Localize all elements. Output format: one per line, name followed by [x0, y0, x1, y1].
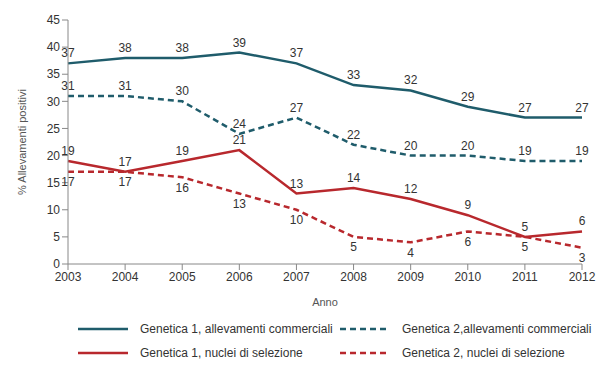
- svg-text:3: 3: [579, 251, 586, 265]
- svg-text:10: 10: [290, 213, 304, 227]
- svg-text:20: 20: [404, 139, 418, 153]
- svg-text:5: 5: [522, 220, 529, 234]
- svg-text:2010: 2010: [454, 270, 481, 284]
- svg-text:20: 20: [47, 149, 61, 163]
- svg-text:20: 20: [461, 139, 475, 153]
- svg-text:9: 9: [464, 198, 471, 212]
- svg-text:45: 45: [47, 13, 61, 27]
- svg-text:19: 19: [176, 144, 190, 158]
- html-text:Genetica 1, nuclei di selezion: Genetica 1, nuclei di selezione: [140, 346, 303, 360]
- svg-text:17: 17: [61, 175, 75, 189]
- html-text:Genetica 2, nuclei di selezion: Genetica 2, nuclei di selezione: [402, 346, 565, 360]
- svg-text:31: 31: [118, 79, 132, 93]
- svg-text:22: 22: [347, 128, 361, 142]
- svg-text:5: 5: [350, 240, 357, 254]
- svg-text:19: 19: [61, 144, 75, 158]
- svg-text:37: 37: [61, 46, 75, 60]
- svg-text:27: 27: [518, 101, 532, 115]
- svg-text:31: 31: [61, 79, 75, 93]
- svg-text:15: 15: [47, 176, 61, 190]
- svg-text:2011: 2011: [512, 270, 538, 284]
- svg-text:40: 40: [47, 40, 61, 54]
- svg-text:14: 14: [347, 171, 361, 185]
- svg-text:0: 0: [53, 257, 60, 271]
- svg-text:17: 17: [118, 155, 132, 169]
- svg-text:2007: 2007: [283, 270, 310, 284]
- svg-text:5: 5: [522, 240, 529, 254]
- svg-text:2003: 2003: [55, 270, 82, 284]
- svg-text:30: 30: [176, 84, 190, 98]
- svg-text:6: 6: [464, 235, 471, 249]
- svg-text:2005: 2005: [169, 270, 196, 284]
- html-text:Genetica 2,allevamenti commerc: Genetica 2,allevamenti commerciali: [402, 322, 592, 336]
- svg-text:4: 4: [407, 246, 414, 260]
- svg-text:Anno: Anno: [312, 296, 338, 308]
- svg-text:39: 39: [233, 36, 247, 50]
- svg-text:17: 17: [118, 175, 132, 189]
- svg-text:% Allevamenti positivi: % Allevamenti positivi: [16, 89, 28, 195]
- svg-text:24: 24: [233, 117, 247, 131]
- svg-text:38: 38: [118, 41, 132, 55]
- svg-text:33: 33: [347, 68, 361, 82]
- svg-text:2006: 2006: [226, 270, 253, 284]
- svg-text:2008: 2008: [340, 270, 367, 284]
- svg-text:2012: 2012: [569, 270, 596, 284]
- svg-text:32: 32: [404, 73, 418, 87]
- svg-text:12: 12: [404, 182, 418, 196]
- svg-text:25: 25: [47, 122, 61, 136]
- svg-text:2004: 2004: [112, 270, 139, 284]
- svg-text:19: 19: [518, 144, 532, 158]
- svg-text:16: 16: [176, 181, 190, 195]
- svg-text:27: 27: [290, 101, 304, 115]
- svg-text:35: 35: [47, 67, 61, 81]
- svg-text:19: 19: [575, 144, 589, 158]
- svg-text:21: 21: [233, 133, 247, 147]
- svg-text:5: 5: [53, 230, 60, 244]
- svg-text:30: 30: [47, 95, 61, 109]
- svg-text:38: 38: [176, 41, 190, 55]
- html-text:Genetica 1, allevamenti commer: Genetica 1, allevamenti commerciali: [140, 322, 333, 336]
- svg-text:10: 10: [47, 203, 61, 217]
- svg-text:27: 27: [575, 101, 589, 115]
- svg-text:37: 37: [290, 46, 304, 60]
- svg-text:13: 13: [290, 177, 304, 191]
- svg-text:13: 13: [233, 197, 247, 211]
- svg-text:29: 29: [461, 90, 475, 104]
- svg-text:6: 6: [579, 214, 586, 228]
- svg-text:2009: 2009: [397, 270, 424, 284]
